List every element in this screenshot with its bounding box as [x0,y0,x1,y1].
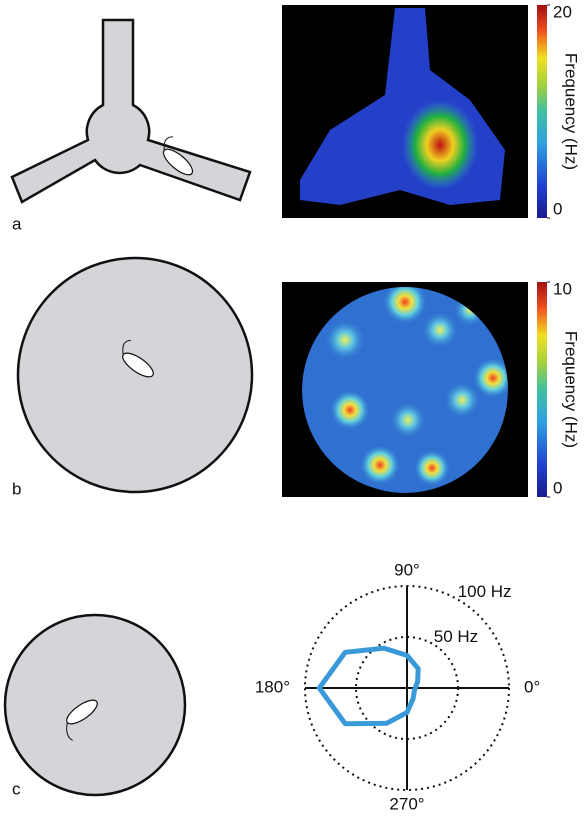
colorbar-title: Frequency (Hz) [562,331,581,448]
colorbar-tick-label: 20 [553,2,572,21]
colorbar [537,5,547,218]
ring [304,585,510,791]
circular-arena [16,256,254,494]
mouse-icon [66,699,98,741]
colorbar [537,282,547,497]
colorbar-tick-label: 0 [553,199,562,218]
ring [355,636,459,740]
panel-label: b [12,479,21,498]
heatmap-b-field [302,287,508,493]
colorbar-tick-label: 0 [553,478,562,497]
rate-curve [316,645,421,727]
mouse-icon [122,339,154,378]
angle-label: 270° [389,794,424,813]
angle-label: 180° [255,677,290,696]
angle-label: 90° [394,560,420,579]
heatmap-a-hotspot [402,100,478,190]
angle-label: 0° [524,677,540,696]
ring-label: 50 Hz [434,627,478,646]
colorbar-tick-label: 10 [553,279,572,298]
y-maze [10,18,252,204]
panel-label: c [12,779,21,798]
mouse-icon [162,136,194,176]
panel-label: a [12,214,22,233]
ring-label: 100 Hz [458,582,512,601]
colorbar-title: Frequency (Hz) [562,53,581,170]
